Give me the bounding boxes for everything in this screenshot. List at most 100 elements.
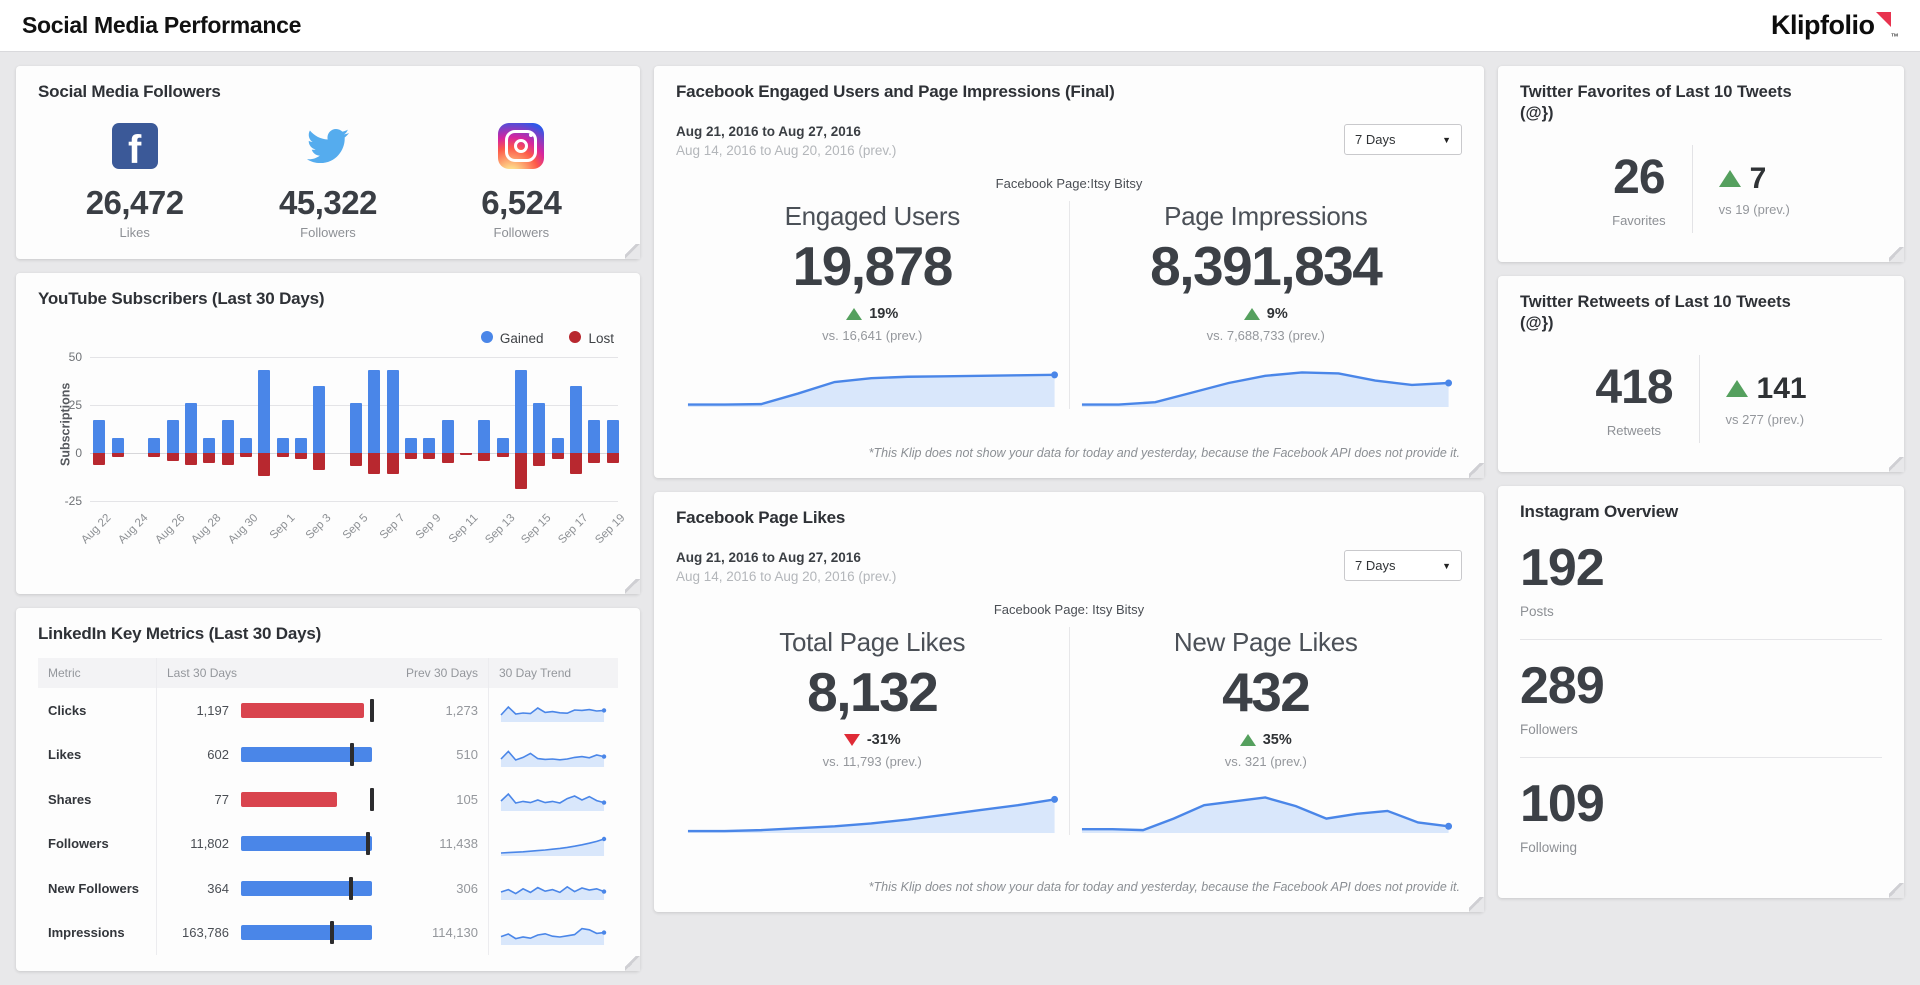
period-dropdown[interactable]: 7 Days ▼ — [1344, 550, 1462, 581]
card-title: Instagram Overview — [1520, 502, 1678, 521]
date-range-block: Aug 21, 2016 to Aug 27, 2016 Aug 14, 201… — [676, 124, 896, 158]
chevron-down-icon: ▼ — [1442, 134, 1451, 145]
y-axis: Subscriptions 50 25 0 -25 — [38, 350, 90, 508]
value-bar — [241, 747, 372, 763]
bullet-bar — [241, 832, 382, 856]
lost-bar — [515, 452, 528, 490]
bar-slot — [108, 357, 126, 502]
facebook-icon: f — [111, 123, 158, 169]
facebook-likes-label: Likes — [119, 225, 150, 240]
klipfolio-flag-icon — [1875, 12, 1891, 27]
gained-bar — [606, 420, 619, 453]
x-tick-label: Sep 9 — [414, 511, 444, 542]
bar-slot — [585, 357, 603, 502]
new-page-likes-metric: New Page Likes 432 35% vs. 321 (prev.) — [1068, 627, 1463, 835]
triangle-up-icon — [1718, 170, 1741, 188]
lost-bar — [606, 452, 619, 463]
lost-bar — [386, 452, 399, 475]
y-tick-label: 25 — [68, 397, 82, 412]
x-tick-label: Sep 5 — [340, 511, 371, 542]
metric-delta: 19% — [869, 306, 899, 322]
favorites-vs-prev: vs 19 (prev.) — [1718, 201, 1790, 217]
bar-slot — [237, 357, 255, 502]
retweets-label: Retweets — [1606, 423, 1662, 439]
prev-marker — [329, 921, 334, 945]
bar-slot — [292, 357, 310, 502]
gained-bar — [368, 370, 381, 453]
period-dropdown-value: 7 Days — [1355, 558, 1396, 573]
twitter-favorites-card: Twitter Favorites of Last 10 Tweets (@})… — [1498, 66, 1904, 262]
x-tick-label: Sep 11 — [446, 511, 481, 546]
legend-lost: Lost — [569, 330, 614, 346]
metric-value: 8,391,834 — [1150, 235, 1383, 297]
top-header: Social Media Performance Klipfolio ™ — [0, 0, 1920, 52]
row-current-cell: 364 — [156, 866, 392, 911]
facebook-likes-value: 26,472 — [85, 184, 184, 221]
x-tick-label: Sep 3 — [304, 511, 334, 542]
lost-bar — [405, 452, 418, 459]
x-tick-label: Aug 22 — [79, 511, 114, 547]
period-dropdown[interactable]: 7 Days ▼ — [1344, 124, 1462, 155]
triangle-up-icon — [1243, 308, 1260, 320]
posts-value: 192 — [1520, 539, 1605, 597]
value-bar — [241, 791, 337, 807]
page-title: Social Media Performance — [22, 12, 302, 38]
bar-slot — [384, 357, 402, 502]
chart-legend: Gained Lost — [480, 330, 614, 346]
lost-bar — [148, 452, 161, 457]
metric-value: 8,132 — [807, 661, 939, 723]
date-range: Aug 21, 2016 to Aug 27, 2016 — [676, 124, 861, 139]
row-current-cell: 11,802 — [156, 821, 392, 866]
gained-bar — [276, 437, 289, 453]
value-bar — [241, 925, 372, 941]
fb-page-likes-card: Facebook Page Likes Aug 21, 2016 to Aug … — [654, 492, 1484, 912]
metric-delta: -31% — [866, 732, 901, 748]
x-axis-labels: Aug 22 Aug 24 Aug 26 Aug 28 Aug 30 Sep 1 Sep 3… — [79, 502, 627, 554]
twitter-icon — [303, 120, 353, 172]
divider — [1698, 355, 1700, 444]
lost-bar — [93, 452, 106, 465]
bar-slot — [512, 357, 530, 502]
page-impressions-metric: Page Impressions 8,391,834 9% vs. 7,688,… — [1068, 201, 1463, 409]
lost-bar — [588, 452, 601, 463]
prev-value: 1,273 — [445, 702, 478, 718]
metric-delta: 35% — [1262, 732, 1292, 748]
current-value: 602 — [207, 747, 229, 763]
gained-bar — [221, 420, 234, 453]
bullet-bar — [241, 876, 382, 900]
youtube-subscribers-card: YouTube Subscribers (Last 30 Days) Gaine… — [16, 272, 640, 595]
bar-slot — [439, 357, 457, 502]
gained-bar — [93, 420, 106, 453]
klipfolio-logo: Klipfolio ™ — [1771, 10, 1898, 41]
metric-vs-prev: vs. 11,793 (prev.) — [822, 754, 922, 769]
lost-bar — [570, 452, 583, 475]
bullet-bar — [241, 921, 382, 945]
gained-bar — [515, 370, 528, 453]
total-page-likes-sparkline — [686, 779, 1059, 835]
bar-slot — [402, 357, 420, 502]
bar-slot — [604, 357, 622, 502]
gained-bar — [294, 437, 307, 453]
lost-bar — [221, 452, 234, 465]
page-impressions-sparkline — [1080, 353, 1453, 409]
lost-bar — [313, 452, 326, 471]
retweets-vs-prev: vs 277 (prev.) — [1725, 411, 1805, 427]
value-bar — [241, 702, 364, 718]
gained-bar — [148, 437, 161, 453]
prev-value: 114,130 — [431, 925, 478, 941]
instagram-followers-value: 6,524 — [481, 184, 562, 221]
date-range-prev: Aug 14, 2016 to Aug 20, 2016 (prev.) — [676, 569, 897, 584]
metric-delta: 9% — [1266, 306, 1288, 322]
bar-slot — [182, 357, 200, 502]
legend-gained-dot-icon — [480, 330, 493, 343]
current-value: 364 — [207, 880, 229, 896]
bar-slot — [273, 357, 291, 502]
bar-slot — [145, 357, 163, 502]
gridline — [90, 500, 618, 502]
bullet-bar — [241, 743, 382, 767]
retweets-value: 418 — [1595, 361, 1673, 415]
row-current-cell: 602 — [156, 732, 392, 777]
y-tick-label: 0 — [75, 445, 82, 460]
posts-label: Posts — [1520, 604, 1554, 619]
column-header-metric: Metric — [38, 658, 156, 688]
